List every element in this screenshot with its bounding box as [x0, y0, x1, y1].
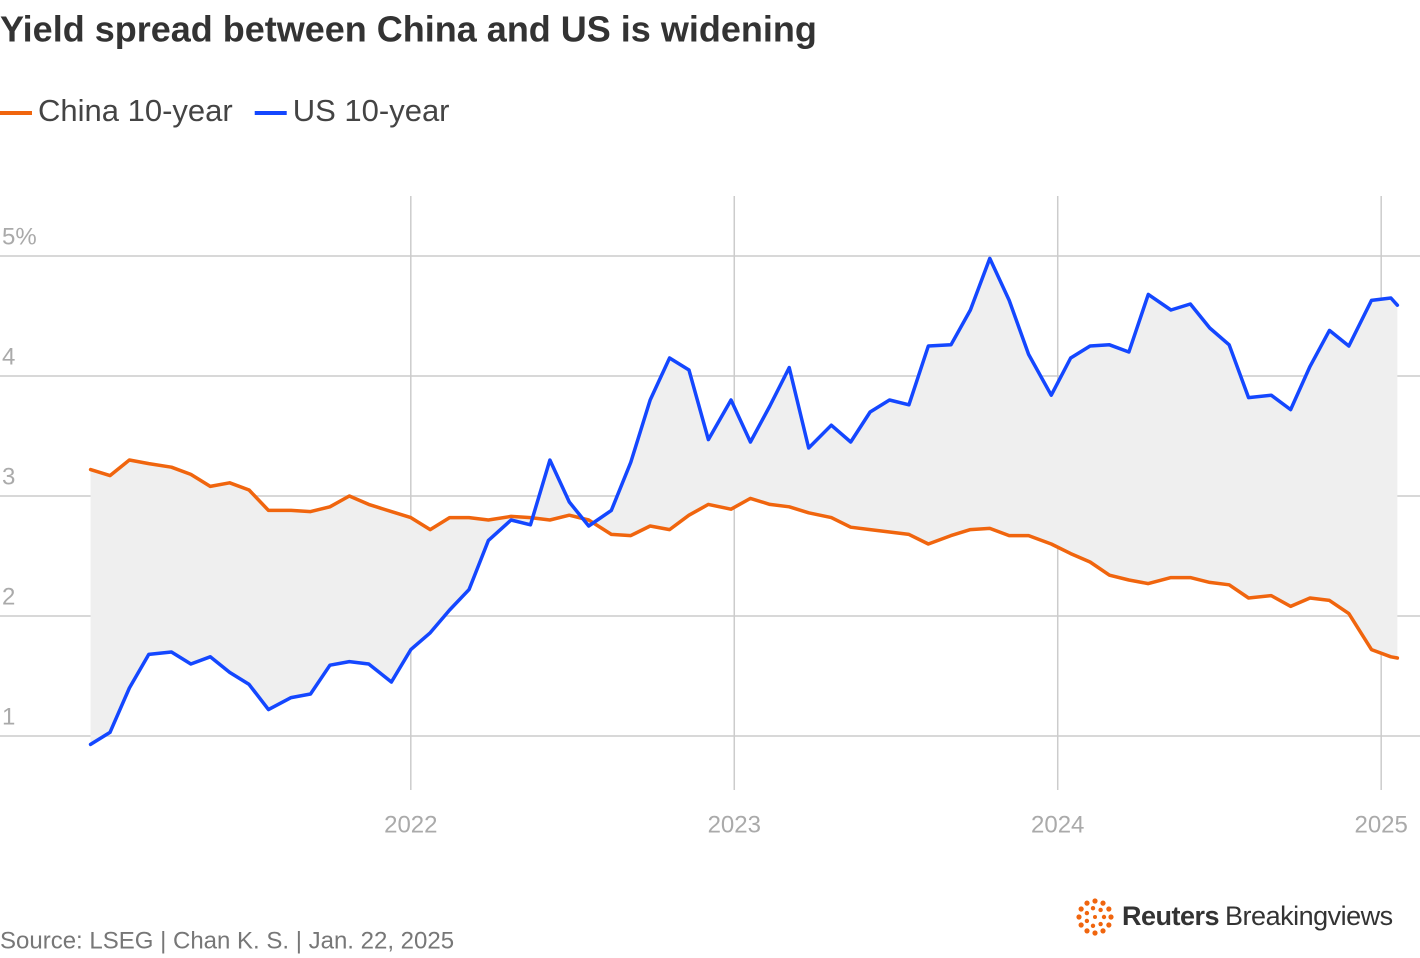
logo-dot	[1108, 914, 1114, 920]
logo-product: Breakingviews	[1225, 901, 1393, 931]
logo-icon	[1076, 898, 1114, 936]
y-tick-label: 5%	[2, 223, 37, 250]
series-line	[88, 256, 1400, 747]
logo-dot	[1090, 923, 1096, 928]
logo-dot	[1100, 900, 1106, 906]
logo-dot	[1101, 914, 1107, 920]
logo-dot	[1092, 898, 1098, 904]
series-line	[88, 458, 1400, 660]
logo-dot	[1084, 928, 1090, 934]
chart-title: Yield spread between China and US is wid…	[0, 9, 817, 50]
logo-dot	[1092, 930, 1098, 936]
logo-dot	[1084, 900, 1090, 906]
logo-dot	[1093, 915, 1097, 919]
plot-area	[88, 256, 1400, 747]
logo-dot	[1076, 914, 1082, 920]
y-tick-label: 1	[2, 703, 15, 730]
logo-dot	[1084, 918, 1090, 924]
y-tick-label: 4	[2, 343, 15, 370]
source: Source: LSEG | Chan K. S. | Jan. 22, 202…	[0, 927, 454, 954]
logo-dot	[1098, 921, 1103, 927]
x-tick-label: 2023	[708, 811, 761, 838]
legend: China 10-year US 10-year	[0, 93, 450, 128]
logo-dot	[1084, 910, 1090, 916]
ticks: 1 2 3 4 5% 2022 2023 2024 2025	[2, 223, 1408, 838]
logo-dot	[1098, 907, 1103, 913]
x-tick-label: 2024	[1031, 811, 1084, 838]
logo-dot	[1078, 922, 1084, 928]
logo-brand: Reuters	[1122, 901, 1219, 931]
x-tick-label: 2022	[384, 811, 437, 838]
legend-label: China 10-year	[38, 93, 233, 128]
logo-dot	[1100, 928, 1106, 934]
y-tick-label: 3	[2, 463, 15, 490]
x-tick-label: 2025	[1354, 811, 1407, 838]
y-tick-label: 2	[2, 583, 15, 610]
logo-dot	[1090, 906, 1096, 911]
logo-dot	[1078, 906, 1084, 912]
legend-label: US 10-year	[293, 93, 450, 128]
logo-dot	[1106, 922, 1112, 928]
logo-dot	[1106, 906, 1112, 912]
